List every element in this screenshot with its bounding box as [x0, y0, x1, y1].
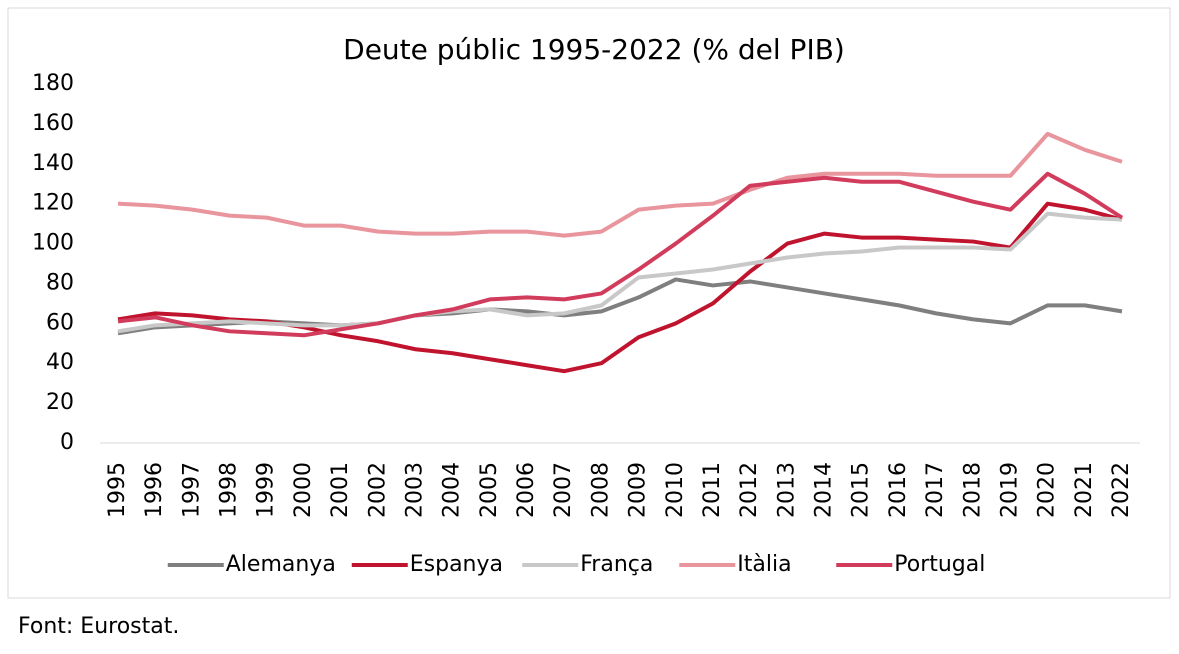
x-tick-label: 2009 — [626, 462, 651, 518]
x-tick-label: 2016 — [886, 462, 911, 518]
legend-label: França — [580, 552, 653, 577]
x-tick-label: 2021 — [1072, 462, 1097, 518]
line-series — [117, 211, 1123, 334]
legend-label: Portugal — [894, 552, 985, 577]
x-tick-label: 2014 — [812, 462, 837, 518]
legend-label: Itàlia — [737, 552, 791, 577]
legend-label: Alemanya — [226, 552, 336, 577]
y-tick-label: 80 — [46, 270, 74, 295]
chart-frame — [7, 7, 1171, 599]
x-tick-label: 2020 — [1035, 462, 1060, 518]
x-tick-label: 2019 — [997, 462, 1022, 518]
x-tick-label: 2018 — [960, 462, 985, 518]
legend-label: Espanya — [410, 552, 503, 577]
x-tick-label: 1999 — [254, 462, 279, 518]
x-tick-label: 2005 — [477, 462, 502, 518]
x-tick-label: 2013 — [774, 462, 799, 518]
y-tick-label: 20 — [46, 390, 74, 415]
x-tick-label: 2004 — [440, 462, 465, 518]
y-tick-label: 100 — [32, 231, 74, 256]
x-tick-label: 1998 — [217, 462, 242, 518]
y-tick-label: 160 — [32, 111, 74, 136]
x-tick-label: 2008 — [588, 462, 613, 518]
line-series — [117, 131, 1123, 238]
x-tick-label: 1997 — [179, 462, 204, 518]
x-tick-label: 2012 — [737, 462, 762, 518]
x-tick-label: 2003 — [402, 462, 427, 518]
y-tick-label: 60 — [46, 310, 74, 335]
y-tick-label: 140 — [32, 151, 74, 176]
x-tick-label: 2006 — [514, 462, 539, 518]
y-tick-label: 40 — [46, 350, 74, 375]
x-tick-label: 2000 — [291, 462, 316, 518]
x-tick-label: 2022 — [1109, 462, 1134, 518]
source-note: Font: Eurostat. — [18, 614, 179, 639]
y-tick-label: 0 — [60, 430, 74, 455]
y-tick-label: 180 — [32, 71, 74, 96]
chart-title: Deute públic 1995-2022 (% del PIB) — [343, 33, 845, 66]
y-tick-label: 120 — [32, 191, 74, 216]
x-tick-label: 2011 — [700, 462, 725, 518]
x-tick-label: 2015 — [849, 462, 874, 518]
x-tick-label: 1995 — [105, 462, 130, 518]
x-tick-label: 2007 — [551, 462, 576, 518]
x-tick-label: 2010 — [663, 462, 688, 518]
x-tick-label: 2017 — [923, 462, 948, 518]
x-tick-label: 2001 — [328, 462, 353, 518]
x-tick-label: 1996 — [142, 462, 167, 518]
x-tick-label: 2002 — [365, 462, 390, 518]
line-series — [117, 171, 1124, 338]
